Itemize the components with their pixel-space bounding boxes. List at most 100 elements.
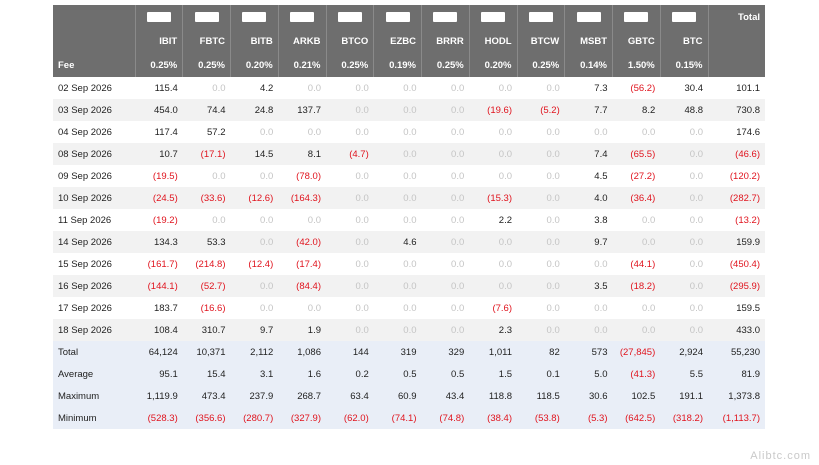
issuer-logo xyxy=(576,11,601,22)
flow-value: 0.0 xyxy=(307,126,321,138)
flow-value: 0.0 xyxy=(451,302,465,314)
summary-value: 3.1 xyxy=(230,363,279,385)
flow-value: (4.7) xyxy=(326,143,374,165)
flow-value: 14.5 xyxy=(230,143,279,165)
summary-value: (1,113.7) xyxy=(708,407,765,429)
summary-value: (27,845) xyxy=(612,341,661,363)
flow-value: 24.8 xyxy=(230,99,279,121)
summary-value: 5.5 xyxy=(660,363,708,385)
flow-value: 174.6 xyxy=(736,126,760,138)
logo-cell xyxy=(659,5,708,29)
flow-value: 0.0 xyxy=(212,82,226,94)
flow-value: 183.7 xyxy=(153,302,178,314)
fee-value: 0.25% xyxy=(325,53,374,77)
summary-value: 0.2 xyxy=(326,363,374,385)
flow-value: 0.0 xyxy=(546,258,560,270)
flow-value: (17.4) xyxy=(296,258,321,270)
logo-cell xyxy=(182,5,231,29)
flow-value: (144.1) xyxy=(135,275,183,297)
summary-value: 2,112 xyxy=(230,341,279,363)
issuer-logo xyxy=(624,11,649,22)
flow-value: 0.0 xyxy=(326,231,374,253)
summary-value: (327.9) xyxy=(278,407,326,429)
summary-value: 82 xyxy=(517,341,565,363)
logo-cell xyxy=(325,5,374,29)
flow-value: 4.6 xyxy=(373,231,422,253)
summary-value: (62.0) xyxy=(326,407,374,429)
issuer-logo xyxy=(146,11,171,22)
summary-value: 268.7 xyxy=(278,385,326,407)
flow-value: 0.0 xyxy=(517,275,565,297)
summary-value: 1,086 xyxy=(278,341,326,363)
ticker: BTCO xyxy=(325,29,374,53)
logo-cell xyxy=(230,5,279,29)
date: 16 Sep 2026 xyxy=(53,275,135,297)
flow-value: 74.4 xyxy=(182,99,231,121)
flow-value: 0.0 xyxy=(403,126,417,138)
summary-value: 0.1 xyxy=(517,363,565,385)
flow-value: (5.2) xyxy=(517,99,565,121)
flow-value: 0.0 xyxy=(421,187,470,209)
summary-value: 329 xyxy=(421,341,470,363)
flow-value: 0.0 xyxy=(355,258,369,270)
logo-cell xyxy=(468,5,517,29)
flow-value: 0.0 xyxy=(469,231,517,253)
flow-value: 48.8 xyxy=(660,99,708,121)
flow-value: 0.0 xyxy=(469,143,517,165)
data-row: 04 Sep 2026 117.4 57.2 0.0 0.0 0.0 0.0 0.0 0.0 0.… xyxy=(53,121,765,143)
summary-value: 1,373.8 xyxy=(708,385,765,407)
flow-value: 0.0 xyxy=(642,214,656,226)
ticker: EZBC xyxy=(373,29,422,53)
flow-value: (15.3) xyxy=(469,187,517,209)
fee-value: 1.50% xyxy=(612,53,661,77)
ticker: MSBT xyxy=(564,29,613,53)
flow-value: 0.0 xyxy=(421,275,470,297)
flow-value: 454.0 xyxy=(135,99,183,121)
flow-value: (56.2) xyxy=(630,82,656,94)
summary-value: 0.5 xyxy=(421,363,470,385)
flow-value: 0.0 xyxy=(451,258,465,270)
flow-value: 0.0 xyxy=(517,143,565,165)
flow-value: 0.0 xyxy=(660,143,708,165)
data-row: 08 Sep 2026 10.7 (17.1) 14.5 8.1 (4.7) 0.0 0.0 0… xyxy=(53,143,765,165)
flow-value: 30.4 xyxy=(684,82,704,94)
date: 15 Sep 2026 xyxy=(58,258,112,270)
flow-value: 0.0 xyxy=(421,99,470,121)
data-row: 17 Sep 2026 183.7 (16.6) 0.0 0.0 0.0 0.0 0.0 (7.… xyxy=(53,297,765,319)
flow-value: 0.0 xyxy=(451,82,465,94)
data-row: 09 Sep 2026 (19.5) 0.0 0.0 (78.0) 0.0 0.0 0.0 0.… xyxy=(53,165,765,187)
summary-row: Minimum (528.3) (356.6) (280.7) (327.9) (62.0… xyxy=(53,407,765,429)
summary-value: 473.4 xyxy=(182,385,231,407)
flow-value: (78.0) xyxy=(296,170,321,182)
summary-row: Maximum 1,119.9 473.4 237.9 268.7 63.4 60.9 43.… xyxy=(53,385,765,407)
flow-value: (84.4) xyxy=(278,275,326,297)
flow-value: (19.2) xyxy=(152,214,178,226)
summary-value: 1.6 xyxy=(278,363,326,385)
flow-value: (33.6) xyxy=(182,187,231,209)
flow-value: 0.0 xyxy=(355,82,369,94)
flow-value: 159.5 xyxy=(736,302,760,314)
flow-value: 8.1 xyxy=(278,143,326,165)
flow-value: 53.3 xyxy=(182,231,231,253)
ticker: BTCW xyxy=(516,29,565,53)
logo-cell xyxy=(373,5,422,29)
flow-value: 0.0 xyxy=(230,275,279,297)
flow-value: 8.2 xyxy=(612,99,661,121)
data-row: 14 Sep 2026 134.3 53.3 0.0 (42.0) 0.0 4.6 0.0 0.… xyxy=(53,231,765,253)
date: 08 Sep 2026 xyxy=(53,143,135,165)
flow-value: 0.0 xyxy=(260,126,274,138)
flow-value: (120.2) xyxy=(729,170,760,182)
flow-value: 0.0 xyxy=(594,302,608,314)
flow-value: 0.0 xyxy=(355,302,369,314)
ticker: IBIT xyxy=(134,29,183,53)
flow-value: 0.0 xyxy=(546,126,560,138)
flow-value: 0.0 xyxy=(451,126,465,138)
ticker: ARKB xyxy=(277,29,326,53)
flow-value: 3.5 xyxy=(564,275,613,297)
flow-value: (19.5) xyxy=(152,170,178,182)
fee-value: 0.25% xyxy=(182,53,231,77)
flow-value: 0.0 xyxy=(421,143,470,165)
flow-value: 0.0 xyxy=(373,187,422,209)
flow-value: 115.4 xyxy=(154,82,178,94)
